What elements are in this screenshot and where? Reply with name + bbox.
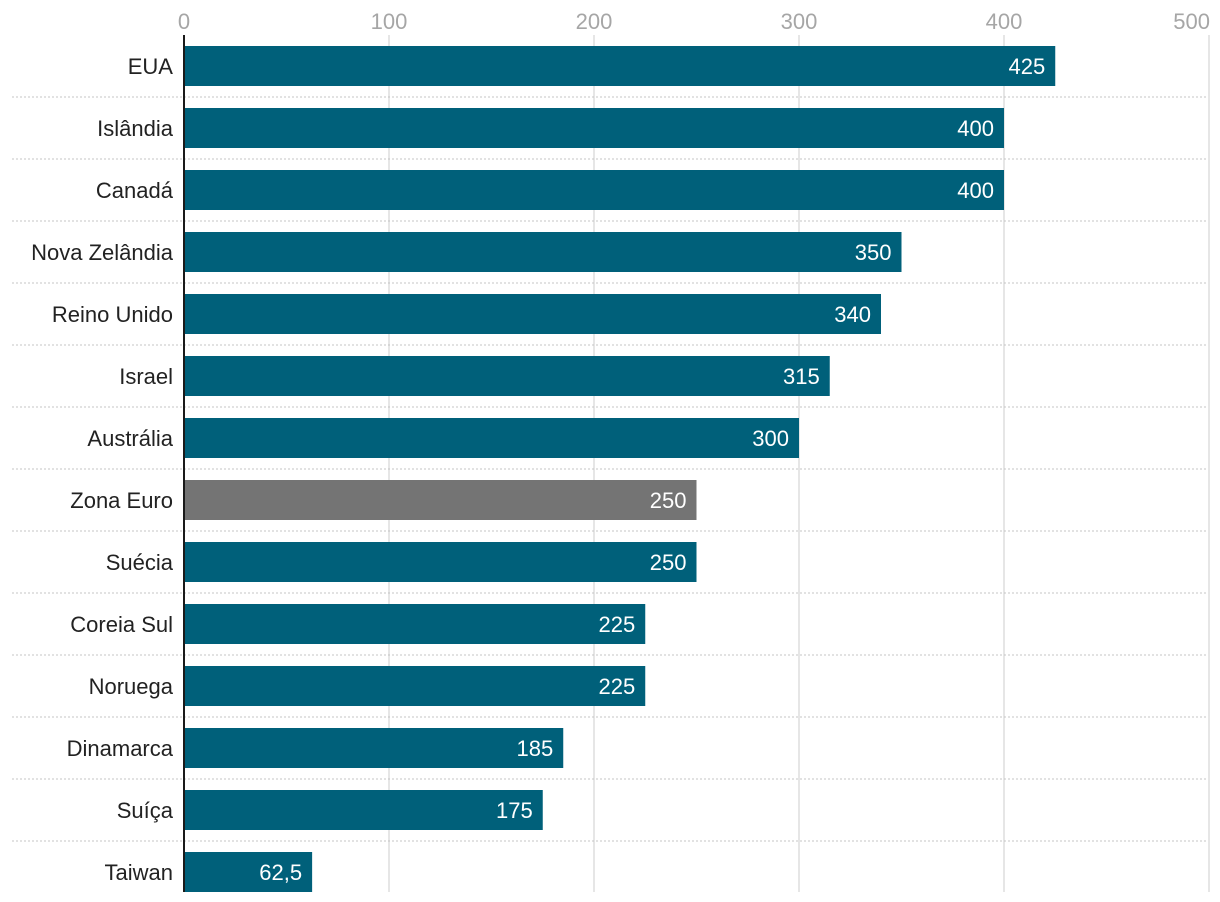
data-label: 250	[650, 488, 687, 513]
category-label: Dinamarca	[67, 736, 174, 761]
row-separators	[12, 96, 1208, 842]
data-label: 300	[752, 426, 789, 451]
data-label: 225	[599, 612, 636, 637]
bar-suíça	[184, 790, 543, 830]
data-label: 225	[599, 674, 636, 699]
category-label: Suíça	[117, 798, 174, 823]
bar-eua	[184, 46, 1056, 86]
category-label: Nova Zelândia	[31, 240, 174, 265]
category-label: Suécia	[106, 550, 174, 575]
bar-reino-unido	[184, 294, 881, 334]
data-label: 62,5	[259, 860, 302, 885]
data-label: 315	[783, 364, 820, 389]
data-label: 340	[834, 302, 871, 327]
category-label: Reino Unido	[52, 302, 173, 327]
x-tick-label: 200	[576, 9, 613, 34]
bar-israel	[184, 356, 830, 396]
x-tick-label: 400	[986, 9, 1023, 34]
category-label: Noruega	[89, 674, 174, 699]
data-label: 250	[650, 550, 687, 575]
bar-suécia	[184, 542, 697, 582]
bar-nova-zelândia	[184, 232, 902, 272]
data-label: 350	[855, 240, 892, 265]
data-label: 185	[517, 736, 554, 761]
data-label: 425	[1009, 54, 1046, 79]
category-labels: EUA Islândia Canadá Nova Zelândia Reino Unid…	[31, 54, 174, 885]
category-label: Austrália	[87, 426, 173, 451]
category-label: Taiwan	[105, 860, 173, 885]
data-label: 400	[957, 178, 994, 203]
x-tick-label: 0	[178, 9, 190, 34]
bar-canadá	[184, 170, 1004, 210]
data-label: 400	[957, 116, 994, 141]
category-label: Canadá	[96, 178, 174, 203]
category-label: Israel	[119, 364, 173, 389]
bars	[184, 46, 1056, 892]
bar-zona-euro	[184, 480, 697, 520]
x-axis-ticks: 0 100 200 300 400 500	[178, 9, 1210, 34]
x-tick-label: 100	[371, 9, 408, 34]
data-label: 175	[496, 798, 533, 823]
category-label: Zona Euro	[70, 488, 173, 513]
value-labels: 425 400 400 350 340 315 300 250 250 225 225 185 175 6…	[259, 54, 1045, 885]
x-tick-label: 500	[1173, 9, 1210, 34]
x-tick-label: 300	[781, 9, 818, 34]
category-label: Islândia	[97, 116, 174, 141]
category-label: EUA	[128, 54, 174, 79]
bar-islândia	[184, 108, 1004, 148]
bar-taiwan	[184, 852, 313, 892]
bar-austrália	[184, 418, 799, 458]
category-label: Coreia Sul	[70, 612, 173, 637]
bar-noruega	[184, 666, 646, 706]
bar-coreia-sul	[184, 604, 646, 644]
bar-dinamarca	[184, 728, 564, 768]
